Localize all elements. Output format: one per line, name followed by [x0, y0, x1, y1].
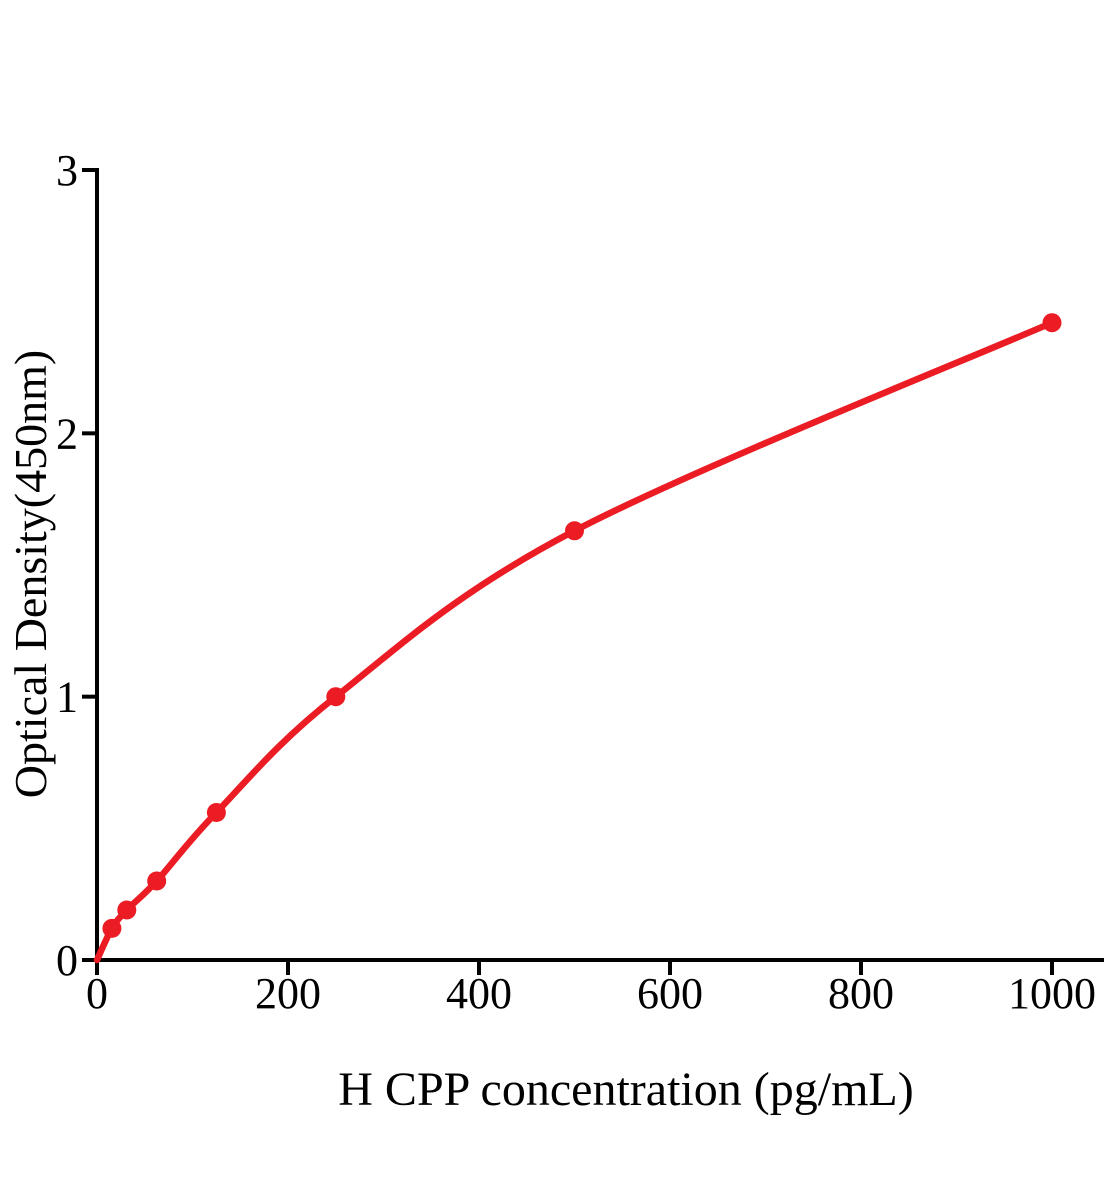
x-tick-label-400: 400	[446, 969, 512, 1018]
data-point-1000	[1042, 313, 1062, 333]
data-point-125	[206, 803, 226, 822]
x-tick-label-0: 0	[86, 969, 108, 1018]
x-tick-label-600: 600	[637, 969, 703, 1018]
plot-series	[93, 313, 1062, 964]
y-tick-label-3: 3	[56, 146, 78, 195]
y-tick-label-2: 2	[56, 409, 78, 458]
y-tick-label-0: 0	[56, 936, 78, 985]
x-tick-label-800: 800	[828, 969, 894, 1018]
x-tick-label-200: 200	[255, 969, 321, 1018]
data-point-250	[326, 687, 346, 707]
tick-labels: 0 200 400 600 800 1000 0 1 2 3	[56, 146, 1096, 1018]
y-tick-label-1: 1	[56, 673, 78, 722]
data-point-31.2	[117, 900, 137, 920]
x-axis-title: H CPP concentration (pg/mL)	[338, 1063, 913, 1116]
data-point-500	[565, 521, 584, 541]
data-point-15.6	[102, 918, 122, 938]
axes	[82, 168, 1104, 975]
x-tick-label-1000: 1000	[1008, 969, 1096, 1018]
standard-curve-line	[93, 319, 1056, 964]
y-axis-title: Optical Density(450nm)	[5, 350, 56, 798]
data-point-62.5	[147, 871, 167, 891]
